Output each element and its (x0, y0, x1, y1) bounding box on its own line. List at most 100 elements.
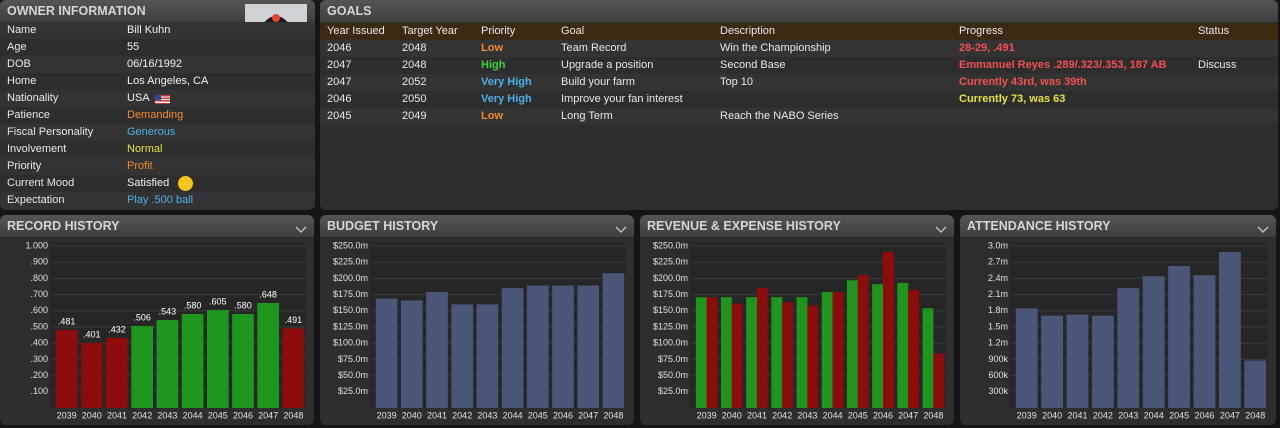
bar (526, 285, 549, 408)
goal-cell: Reach the NABO Series (720, 110, 839, 122)
goal-cell: Improve your fan interest (561, 93, 683, 105)
x-tick-label: 2045 (528, 410, 548, 420)
goal-cell: 2052 (402, 76, 427, 88)
y-tick-label: $125.0m (333, 321, 368, 331)
chart: $25.0m $50.0m $75.0m $100.0m $125.0m $150.0m $… (333, 226, 627, 420)
bar (731, 303, 743, 408)
y-tick-label: $200.0m (333, 273, 368, 283)
owner-panel: OWNER INFORMATION Name Bill Kuhn Age 55 DOB 0… (0, 0, 315, 210)
y-tick-label: 900k (988, 354, 1008, 364)
bar (1193, 275, 1216, 408)
info-row: Patience Demanding (0, 107, 315, 124)
bar (908, 290, 920, 408)
chart-title: BUDGET HISTORY (327, 219, 439, 233)
info-row: Expectation Play .500 ball (0, 192, 315, 209)
goal-cell: Discuss (1198, 59, 1237, 71)
bar (897, 282, 909, 408)
dropdown-chevron[interactable] (935, 226, 947, 234)
goal-cell: 2048 (402, 42, 427, 54)
column-header: Progress (959, 25, 1004, 37)
mood-icon (178, 176, 193, 191)
goal-cell: Emmanuel Reyes .289/.323/.353, 187 AB (959, 59, 1167, 71)
y-tick-label: $175.0m (333, 289, 368, 299)
bar (552, 285, 574, 408)
x-tick-label: 2047 (898, 410, 918, 420)
x-tick-label: 2043 (797, 410, 817, 420)
info-value: Demanding (127, 109, 184, 121)
info-label: Home (7, 75, 37, 87)
bar (782, 302, 794, 408)
y-tick-label: $25.0m (338, 386, 368, 396)
dropdown-chevron[interactable] (615, 226, 627, 234)
y-tick-label: $175.0m (653, 289, 688, 299)
chart: $25.0m $50.0m $75.0m $100.0m $125.0m $150.0m $… (653, 226, 947, 420)
info-row: Current Mood Satisfied (0, 175, 315, 192)
bar (80, 343, 103, 408)
info-row: Involvement Normal (0, 141, 315, 158)
bar (1218, 251, 1241, 408)
value-label: .491 (285, 315, 303, 325)
value-label: .580 (184, 300, 202, 310)
chart-title: REVENUE & EXPENSE HISTORY (647, 219, 841, 233)
bar (375, 298, 398, 408)
x-tick-label: 2046 (233, 410, 253, 420)
goal-cell: Win the Championship (720, 42, 831, 54)
info-label: Age (7, 41, 27, 53)
y-tick-label: $150.0m (333, 305, 368, 315)
y-tick-label: $125.0m (653, 321, 688, 331)
x-tick-label: 2048 (283, 410, 303, 420)
y-tick-label: $100.0m (333, 338, 368, 348)
y-tick-label: 600k (988, 370, 1008, 380)
goal-cell: Very High (481, 76, 532, 88)
y-tick-label: .200 (30, 370, 48, 380)
column-header: Status (1198, 25, 1230, 37)
bar (131, 326, 154, 408)
bar (746, 297, 757, 408)
bar (181, 314, 204, 408)
x-tick-label: 2039 (57, 410, 77, 420)
goal-cell: Very High (481, 93, 532, 105)
info-row: Fiscal Personality Generous (0, 124, 315, 141)
bar (1041, 315, 1064, 408)
goal-cell: 2045 (327, 110, 352, 122)
y-tick-label: 2.1m (988, 289, 1008, 299)
y-tick-label: 1.5m (988, 321, 1008, 331)
info-value: Los Angeles, CA (127, 75, 209, 87)
dropdown-chevron[interactable] (295, 226, 307, 234)
info-label: Patience (7, 109, 50, 121)
y-tick-label: .500 (30, 321, 48, 331)
info-row: DOB 06/16/1992 (0, 56, 315, 73)
bar (602, 273, 625, 408)
bar (1091, 315, 1114, 408)
info-label: Name (7, 24, 37, 36)
y-tick-label: .600 (30, 305, 48, 315)
x-tick-label: 2042 (772, 410, 792, 420)
x-tick-label: 2043 (1118, 410, 1138, 420)
y-tick-label: $100.0m (653, 338, 688, 348)
y-tick-label: 300k (988, 386, 1008, 396)
y-tick-label: $225.0m (333, 257, 368, 267)
dropdown-chevron[interactable] (1257, 226, 1269, 234)
info-value: Play .500 ball (127, 194, 194, 206)
y-tick-label: 2.4m (988, 273, 1008, 283)
table-header: Year Issued Target Year Priority Goal Descri… (320, 23, 1278, 40)
info-value: 55 (127, 41, 140, 53)
panel-header: BUDGET HISTORY (320, 215, 634, 237)
goal-cell: 2050 (402, 93, 427, 105)
bar (883, 251, 894, 408)
bar (706, 297, 718, 408)
value-label: .580 (234, 300, 252, 310)
bar (451, 304, 474, 408)
info-label: DOB (7, 58, 31, 70)
bar (1168, 265, 1191, 408)
info-value: USA (127, 92, 150, 104)
column-header: Goal (561, 25, 585, 37)
column-header: Year Issued (327, 25, 385, 37)
chart-title: ATTENDANCE HISTORY (967, 219, 1111, 233)
x-tick-label: 2040 (722, 410, 742, 420)
goal-row: 2046 2048 Low Team Record Win the Championsh… (320, 40, 1278, 57)
info-label: Fiscal Personality (7, 126, 94, 138)
bar (426, 292, 448, 408)
x-tick-label: 2042 (452, 410, 472, 420)
bar (206, 309, 229, 408)
